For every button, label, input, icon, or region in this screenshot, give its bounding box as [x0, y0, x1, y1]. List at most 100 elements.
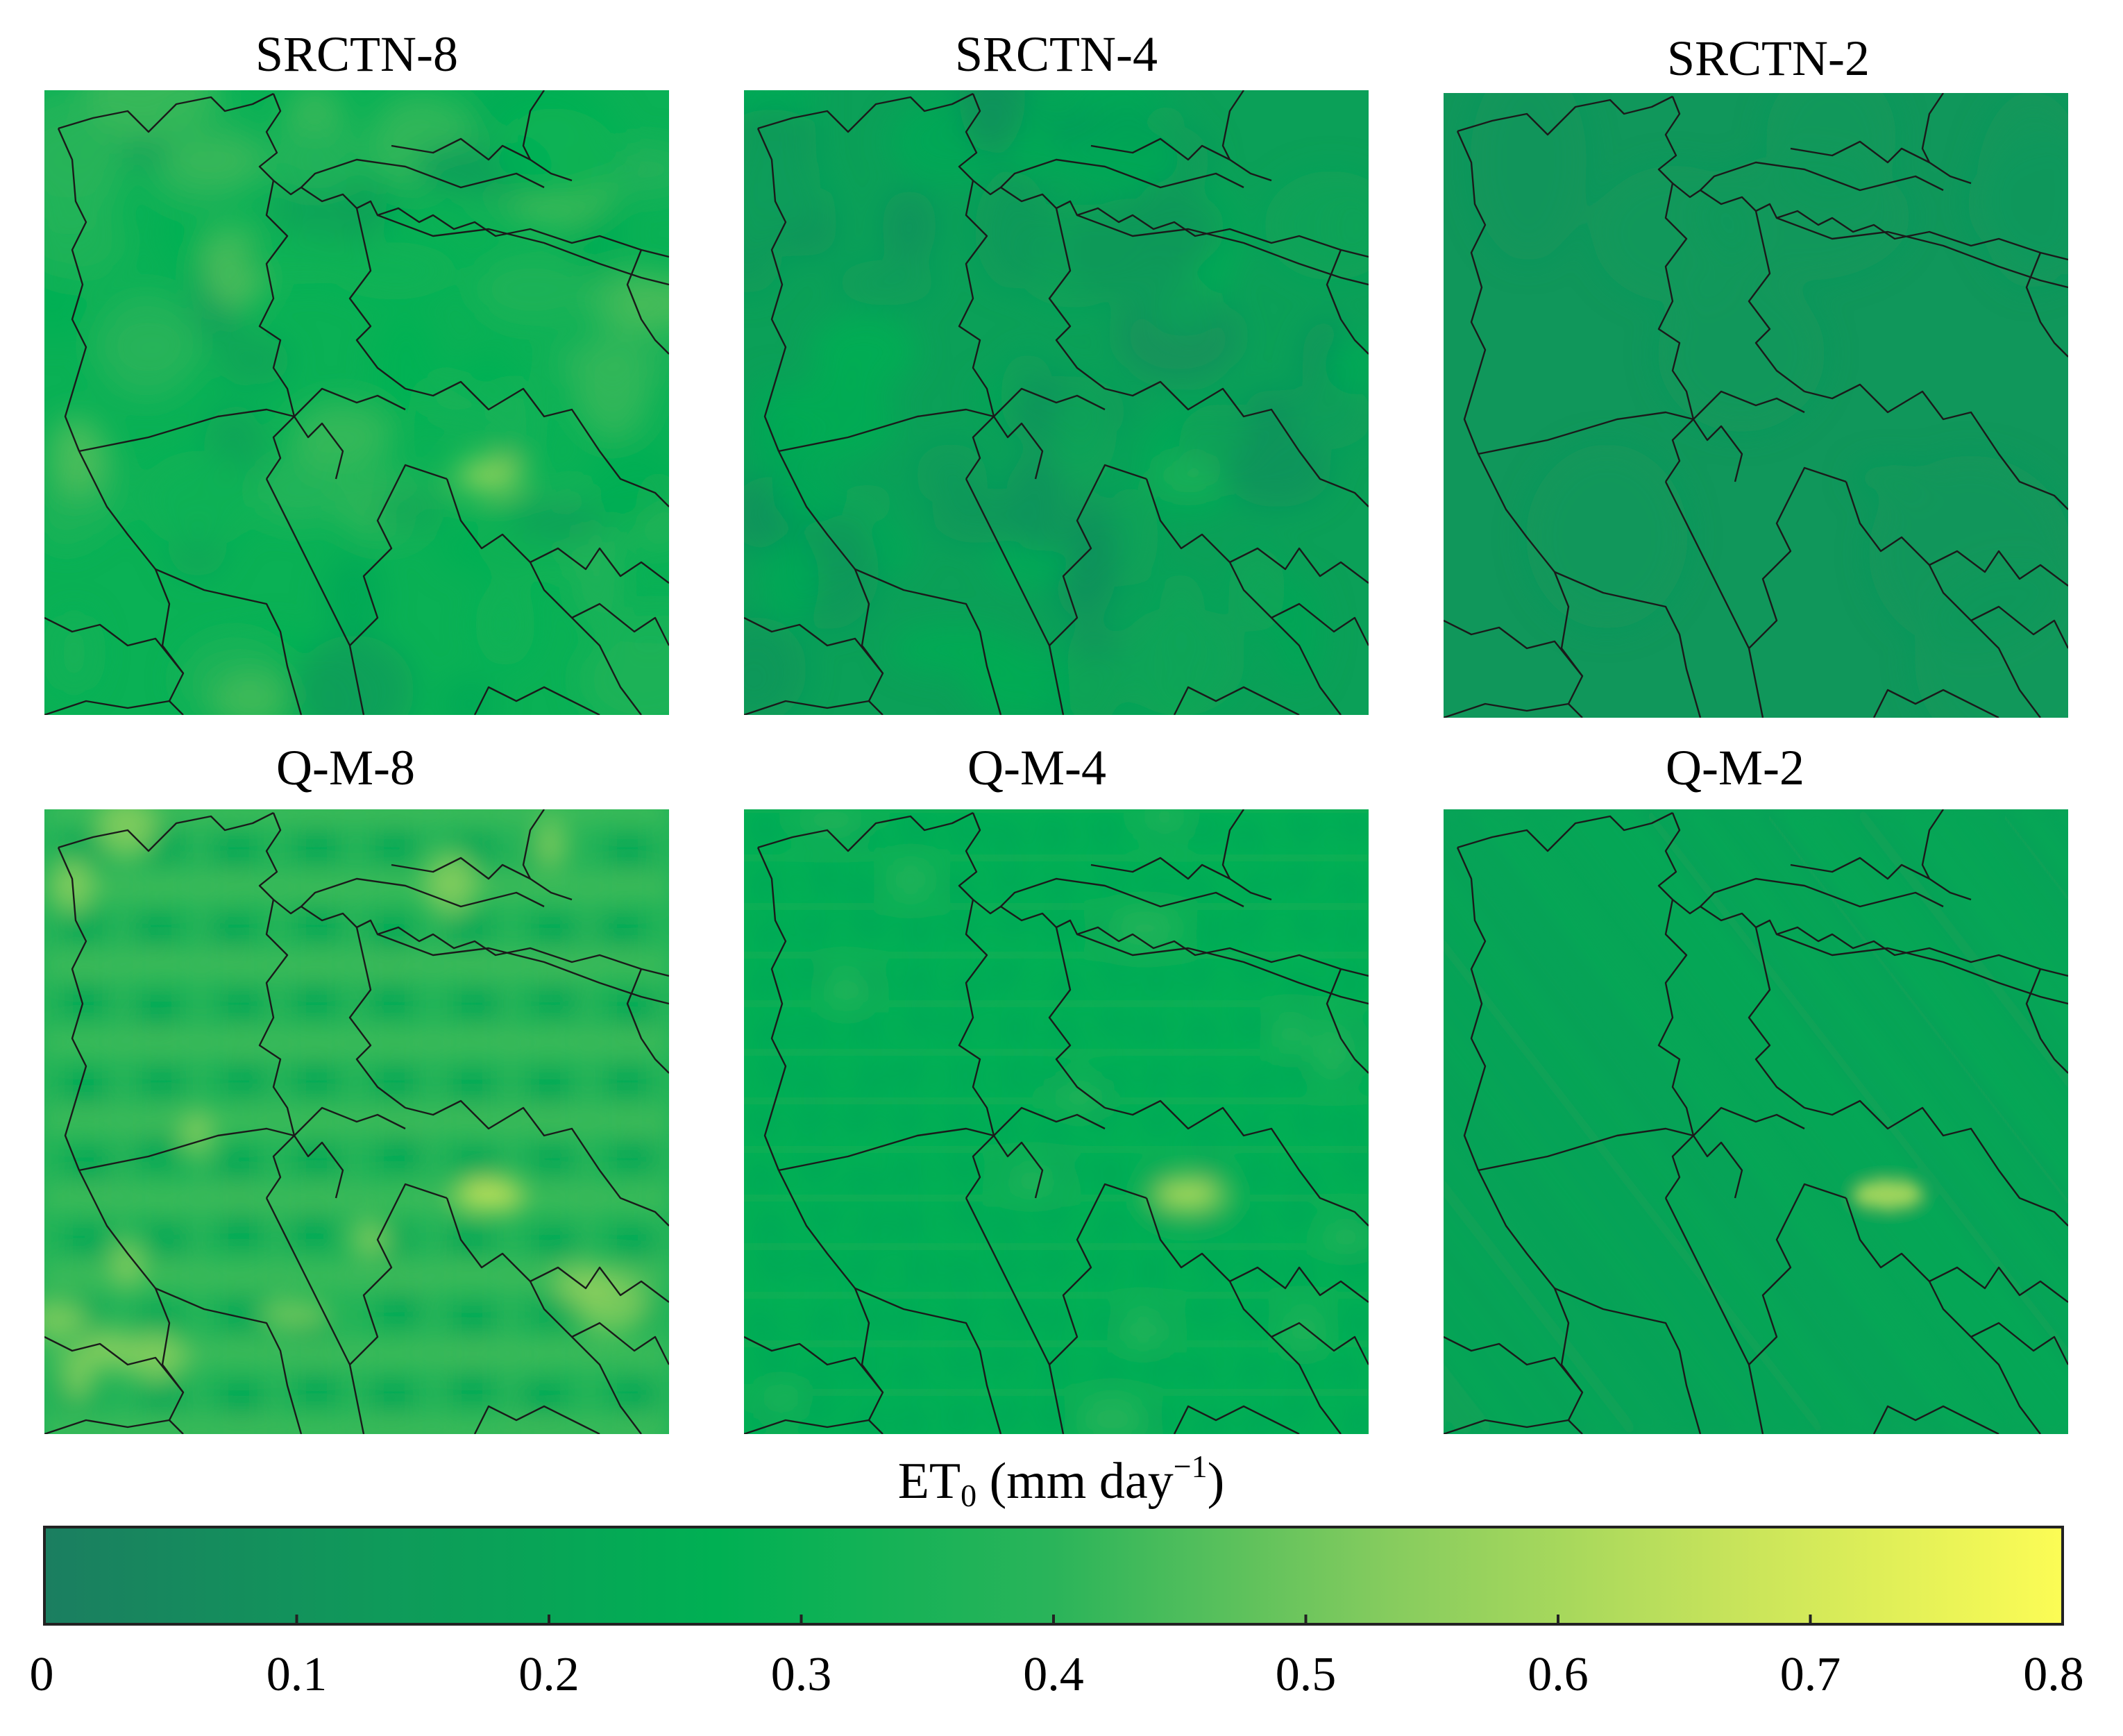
- boundary-line: [1970, 605, 2068, 649]
- boundary-line: [1700, 877, 1944, 908]
- province-boundaries: [1444, 93, 2068, 718]
- boundary-line: [301, 877, 545, 908]
- boundary-line: [626, 249, 669, 355]
- boundary-line: [1221, 90, 1272, 182]
- boundary-line: [44, 1419, 170, 1434]
- colorbar-title-superscript: −1: [1173, 1449, 1208, 1484]
- map-raster: [744, 90, 1369, 715]
- boundary-line: [44, 1335, 184, 1393]
- et0-field: [44, 809, 669, 1434]
- boundary-line: [405, 380, 669, 507]
- colorbar-tick-label: 0.7: [1779, 1648, 1841, 1701]
- boundary-line: [1326, 249, 1369, 355]
- colorbar-title-unit: (mm day: [976, 1453, 1174, 1510]
- boundary-line: [1049, 1183, 1147, 1365]
- boundary-line: [1776, 933, 2068, 1005]
- boundary-line: [258, 812, 669, 977]
- boundary-line: [1456, 847, 1487, 1171]
- map-panel-qm-8: [44, 809, 669, 1434]
- boundary-line: [1477, 453, 1702, 718]
- boundary-line: [522, 90, 573, 182]
- boundary-line: [349, 464, 448, 646]
- boundary-line: [1693, 1135, 1743, 1199]
- colorbar-tick-label: 0.8: [2023, 1648, 2084, 1701]
- boundary-line: [1326, 968, 1369, 1074]
- colorbar-tick-label: 0.5: [1275, 1648, 1337, 1701]
- colorbar-tick-label: 0.1: [266, 1648, 328, 1701]
- boundary-line: [58, 811, 274, 852]
- province-boundaries: [744, 809, 1369, 1434]
- province-boundaries: [44, 90, 669, 715]
- boundary-line: [965, 478, 1065, 715]
- boundary-line: [1457, 95, 1673, 136]
- colorbar-title-subscript: 0: [961, 1478, 977, 1513]
- map-raster: [1444, 809, 2068, 1434]
- boundary-line: [58, 92, 274, 133]
- boundary-line: [1444, 1335, 1583, 1393]
- et0-field: [44, 90, 669, 715]
- colorbar-title: ET0 (mm day−1): [784, 1451, 1339, 1512]
- boundary-line: [757, 92, 974, 133]
- et0-field: [1444, 809, 2068, 1434]
- boundary-line: [1090, 137, 1230, 161]
- boundary-line: [1076, 933, 1369, 1005]
- boundary-line: [757, 811, 974, 852]
- boundary-line: [1048, 927, 1106, 1109]
- map-raster: [744, 809, 1369, 1434]
- boundary-line: [1872, 689, 1999, 718]
- boundary-line: [405, 1099, 669, 1227]
- colorbar-tick-label: 0.6: [1528, 1648, 1589, 1701]
- boundary-line: [349, 1183, 448, 1365]
- boundary-line: [1657, 812, 2068, 977]
- boundary-line: [993, 416, 1044, 480]
- map-panel-qm-4: [744, 809, 1369, 1434]
- boundary-line: [756, 128, 787, 452]
- boundary-line: [1271, 602, 1369, 646]
- boundary-line: [78, 450, 303, 715]
- colorbar-tick-label: 0.3: [770, 1648, 832, 1701]
- boundary-line: [44, 616, 184, 674]
- boundary-line: [2025, 968, 2068, 1074]
- boundary-line: [777, 1170, 1002, 1434]
- map-panel-srctn-2: [1444, 93, 2068, 718]
- boundary-line: [1104, 380, 1369, 507]
- boundary-line: [1457, 811, 1673, 852]
- boundary-line: [571, 602, 669, 646]
- boundary-line: [744, 1419, 870, 1434]
- boundary-line: [1748, 927, 1805, 1109]
- boundary-line: [57, 128, 87, 452]
- boundary-line: [1090, 857, 1230, 880]
- boundary-line: [1700, 161, 1944, 192]
- boundary-line: [1173, 686, 1300, 715]
- boundary-line: [1748, 1183, 1847, 1365]
- boundary-line: [473, 686, 600, 715]
- map-panel-qm-2: [1444, 809, 2068, 1434]
- boundary-line: [1790, 857, 1930, 880]
- boundary-line: [1804, 1099, 2068, 1227]
- map-panel-srctn-8: [44, 90, 669, 715]
- boundary-line: [1271, 1322, 1369, 1365]
- map-panel-srctn-4: [744, 90, 1369, 715]
- boundary-line: [1804, 383, 2068, 510]
- colorbar-title-close: ): [1207, 1453, 1225, 1510]
- boundary-line: [57, 847, 87, 1171]
- boundary-line: [391, 857, 531, 880]
- boundary-line: [1221, 809, 1272, 901]
- boundary-line: [377, 933, 669, 1005]
- boundary-line: [958, 180, 995, 480]
- boundary-line: [2025, 252, 2068, 357]
- boundary-line: [958, 812, 1369, 977]
- boundary-line: [1145, 478, 1342, 715]
- boundary-line: [1173, 1405, 1300, 1434]
- boundary-line: [744, 1335, 883, 1393]
- boundary-line: [348, 927, 406, 1109]
- boundary-line: [756, 847, 787, 1171]
- boundary-line: [78, 1170, 303, 1434]
- boundary-line: [530, 1266, 669, 1303]
- boundary-line: [265, 1197, 365, 1434]
- boundary-line: [626, 968, 669, 1074]
- panel-title-srctn-4: SRCTN-4: [954, 26, 1158, 82]
- boundary-line: [258, 180, 296, 480]
- panel-title-srctn-8: SRCTN-8: [255, 26, 459, 82]
